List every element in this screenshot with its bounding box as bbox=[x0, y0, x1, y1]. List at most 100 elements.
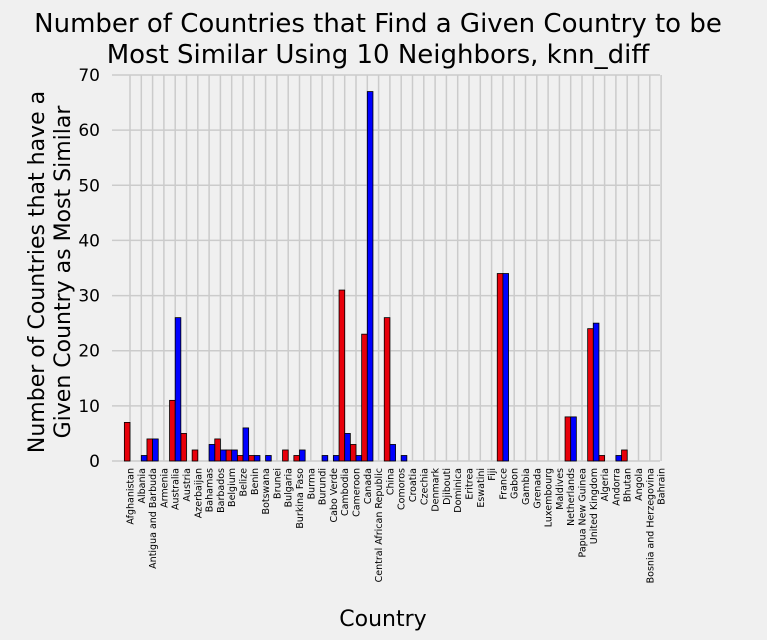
bar-botswana-s2 bbox=[265, 455, 272, 462]
bar-antigua-and-barbuda-s1 bbox=[146, 438, 153, 462]
x-tick-label: Grenada bbox=[532, 468, 543, 509]
bar-burundi-s2 bbox=[321, 455, 329, 462]
x-tick-label: Bosnia and Herzegovina bbox=[645, 468, 656, 583]
x-tick-label: Canada bbox=[363, 468, 374, 504]
x-tick-label: Armenia bbox=[159, 468, 170, 508]
bar-austria-s1 bbox=[180, 433, 187, 462]
x-tick-label: Gabon bbox=[510, 468, 521, 499]
x-tick-label: Australia bbox=[171, 468, 182, 510]
bar-china-s1 bbox=[383, 317, 391, 462]
bar-australia-s1 bbox=[169, 399, 176, 462]
bar-barbados-s2 bbox=[219, 449, 227, 462]
x-axis-ticks: Afghanistan Albania Antigua and Barbuda Arm… bbox=[126, 468, 668, 584]
bar-benin-s1 bbox=[248, 455, 255, 462]
bar-algeria-s1 bbox=[598, 455, 606, 462]
bar-burkina-faso-s1 bbox=[293, 455, 300, 462]
x-tick-label: Gambia bbox=[521, 468, 532, 505]
bar-netherlands-s2 bbox=[570, 416, 577, 462]
bar-belgium-s1 bbox=[225, 449, 233, 462]
y-tick-label: 0 bbox=[89, 452, 100, 472]
x-tick-label: Barbados bbox=[216, 468, 227, 513]
x-tick-label: Netherlands bbox=[566, 468, 577, 526]
x-tick-label: Brunei bbox=[272, 468, 283, 499]
bar-canada-s1 bbox=[361, 333, 368, 462]
bar-cameroon-s1 bbox=[349, 444, 357, 462]
bar-netherlands-s1 bbox=[564, 416, 572, 462]
bar-australia-s2 bbox=[174, 317, 182, 462]
bar-belize-s2 bbox=[242, 427, 250, 462]
x-tick-label: Eswatini bbox=[476, 468, 487, 508]
x-tick-label: Eritrea bbox=[465, 468, 476, 500]
bar-cameroon-s2 bbox=[355, 455, 363, 462]
bar-azerbaijan-s1 bbox=[191, 449, 199, 462]
bar-albania-s2 bbox=[140, 455, 148, 462]
bar-belgium-s2 bbox=[231, 449, 238, 462]
y-tick-label: 40 bbox=[78, 231, 100, 251]
bar-comoros-s2 bbox=[400, 455, 408, 462]
x-tick-label: Algeria bbox=[600, 468, 611, 501]
chart-title-line-2: Most Similar Using 10 Neighbors, knn_dif… bbox=[107, 40, 651, 70]
bar-bahamas-s2 bbox=[208, 444, 216, 462]
x-tick-label: Andorra bbox=[611, 468, 622, 506]
x-tick-label: Benin bbox=[250, 468, 261, 495]
x-tick-label: Comoros bbox=[397, 468, 408, 510]
x-tick-label: Burkina Faso bbox=[295, 468, 306, 529]
bar-bulgaria-s1 bbox=[282, 449, 289, 462]
y-axis-ticks: 0 10 20 30 40 50 60 70 bbox=[78, 66, 100, 472]
bar-bhutan-s1 bbox=[621, 449, 628, 462]
x-tick-label: Fiji bbox=[487, 468, 498, 481]
x-tick-label: Angola bbox=[634, 468, 645, 501]
x-tick-label: Bahamas bbox=[205, 468, 216, 512]
x-tick-label: Central African Republic bbox=[374, 468, 385, 582]
bar-belize-s1 bbox=[236, 455, 244, 462]
y-tick-label: 50 bbox=[78, 176, 100, 196]
x-tick-label: Bulgaria bbox=[284, 468, 295, 507]
x-tick-label: Cabo Verde bbox=[329, 468, 340, 523]
bar-barbados-s1 bbox=[214, 438, 221, 462]
x-tick-label: France bbox=[498, 468, 509, 500]
x-tick-label: China bbox=[385, 468, 396, 495]
bar-andorra-s2 bbox=[615, 455, 622, 462]
x-tick-label: Luxembourg bbox=[544, 468, 555, 527]
bar-cambodia-s2 bbox=[344, 433, 351, 462]
bar-canada-s2 bbox=[366, 91, 374, 462]
x-tick-label: Czechia bbox=[419, 468, 430, 505]
bar-united-kingdom-s1 bbox=[587, 328, 594, 462]
x-tick-label: Belgium bbox=[227, 468, 238, 507]
y-axis-label-line-2: Given Country as Most Similar bbox=[51, 105, 76, 439]
y-tick-label: 30 bbox=[78, 287, 100, 307]
x-tick-label: Bahrain bbox=[657, 468, 668, 505]
bar-burkina-faso-s2 bbox=[299, 449, 306, 462]
bar-china-s2 bbox=[389, 444, 396, 462]
x-tick-label: Azerbaijan bbox=[193, 468, 204, 518]
x-tick-label: Albania bbox=[137, 468, 148, 503]
bars bbox=[123, 91, 628, 462]
x-tick-label: Dominica bbox=[453, 468, 464, 513]
x-tick-label: Cameroon bbox=[352, 468, 363, 517]
bar-afghanistan-s1 bbox=[123, 421, 131, 462]
bar-antigua-and-barbuda-s2 bbox=[152, 438, 159, 462]
x-tick-label: Bhutan bbox=[623, 468, 634, 502]
x-tick-label: Djibouti bbox=[442, 468, 453, 505]
x-axis-label: Country bbox=[339, 607, 426, 632]
x-tick-label: United Kingdom bbox=[589, 468, 600, 544]
x-tick-label: Croatia bbox=[408, 468, 419, 502]
bar-benin-s2 bbox=[253, 455, 261, 462]
y-tick-label: 20 bbox=[78, 342, 100, 362]
y-tick-label: 60 bbox=[78, 121, 100, 141]
x-tick-label: Papua New Guinea bbox=[578, 468, 589, 557]
chart-title-line-1: Number of Countries that Find a Given Co… bbox=[34, 9, 722, 39]
y-tick-label: 10 bbox=[78, 397, 100, 417]
x-tick-label: Cambodia bbox=[340, 468, 351, 516]
x-tick-label: Burma bbox=[306, 468, 317, 499]
x-tick-label: Burundi bbox=[318, 468, 329, 505]
y-axis-label-line-1: Number of Countries that have a bbox=[25, 91, 50, 453]
x-tick-label: Afghanistan bbox=[126, 468, 137, 525]
x-tick-label: Botswana bbox=[261, 468, 272, 514]
x-tick-label: Antigua and Barbuda bbox=[148, 468, 159, 569]
bar-cambodia-s1 bbox=[338, 289, 346, 462]
x-tick-label: Austria bbox=[182, 468, 193, 502]
bar-france-s1 bbox=[496, 273, 504, 462]
bar-france-s2 bbox=[502, 273, 509, 462]
